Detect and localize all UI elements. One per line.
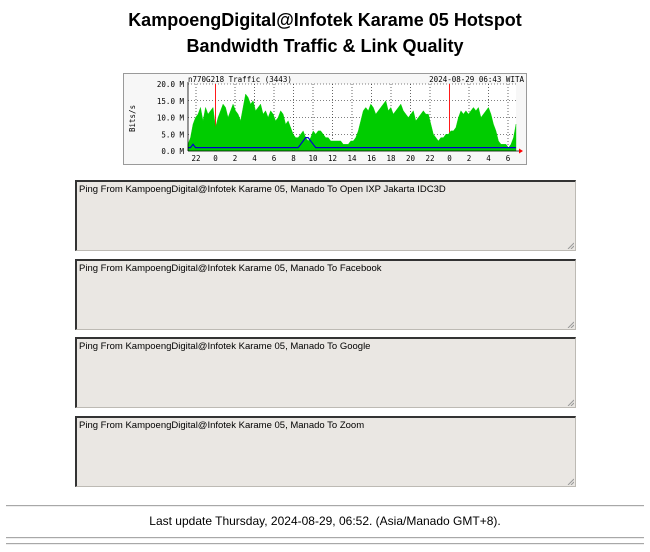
ping-label: Ping From KampoengDigital@Infotek Karame… [79,420,365,431]
page-title: KampoengDigital@Infotek Karame 05 Hotspo… [128,10,522,30]
graph-header-left: n770G218 Traffic (3443) [188,75,292,84]
x-tick-label: 0 [213,154,218,163]
x-tick-label: 6 [506,154,511,163]
x-tick-label: 2 [467,154,472,163]
resize-grip-icon[interactable] [567,399,574,406]
series-out-line [188,137,516,149]
resize-grip-icon[interactable] [567,321,574,328]
ping-box[interactable]: Ping From KampoengDigital@Infotek Karame… [75,259,576,330]
x-tick-label: 0 [447,154,452,163]
traffic-chart: n770G218 Traffic (3443) 2024-08-29 06:43… [128,75,524,163]
divider-top [6,505,644,507]
resize-grip-icon[interactable] [567,478,574,485]
traffic-graph: n770G218 Traffic (3443) 2024-08-29 06:43… [123,73,527,165]
x-tick-label: 20 [406,154,416,163]
x-tick-label: 12 [328,154,337,163]
ping-box[interactable]: Ping From KampoengDigital@Infotek Karame… [75,416,576,487]
graph-ylabel: Bits/s [128,105,137,132]
y-tick-label: 0.0 M [161,147,184,156]
resize-grip-icon[interactable] [567,242,574,249]
x-tick-label: 22 [191,154,200,163]
y-tick-label: 10.0 M [157,114,185,123]
ping-box[interactable]: Ping From KampoengDigital@Infotek Karame… [75,180,576,251]
x-tick-label: 18 [386,154,396,163]
ping-label: Ping From KampoengDigital@Infotek Karame… [79,184,446,195]
y-tick-label: 15.0 M [157,97,185,106]
ping-label: Ping From KampoengDigital@Infotek Karame… [79,263,382,274]
divider-bottom-1 [6,537,644,539]
y-tick-label: 5.0 M [161,130,184,139]
page-subtitle: Bandwidth Traffic & Link Quality [186,36,464,56]
x-tick-label: 14 [347,154,357,163]
x-tick-label: 16 [367,154,377,163]
last-update: Last update Thursday, 2024-08-29, 06:52.… [149,514,501,528]
graph-header-right: 2024-08-29 06:43 WITA [429,75,524,84]
x-tick-label: 2 [233,154,238,163]
x-tick-label: 4 [252,154,257,163]
x-tick-label: 6 [272,154,277,163]
series-in-area [187,93,517,152]
x-tick-label: 4 [486,154,491,163]
ping-box[interactable]: Ping From KampoengDigital@Infotek Karame… [75,337,576,408]
x-tick-label: 22 [425,154,434,163]
x-tick-label: 10 [308,154,318,163]
y-tick-label: 20.0 M [157,80,185,89]
x-axis-arrow [519,148,523,154]
divider-bottom-2 [6,543,644,545]
ping-label: Ping From KampoengDigital@Infotek Karame… [79,341,371,352]
x-tick-label: 8 [291,154,296,163]
